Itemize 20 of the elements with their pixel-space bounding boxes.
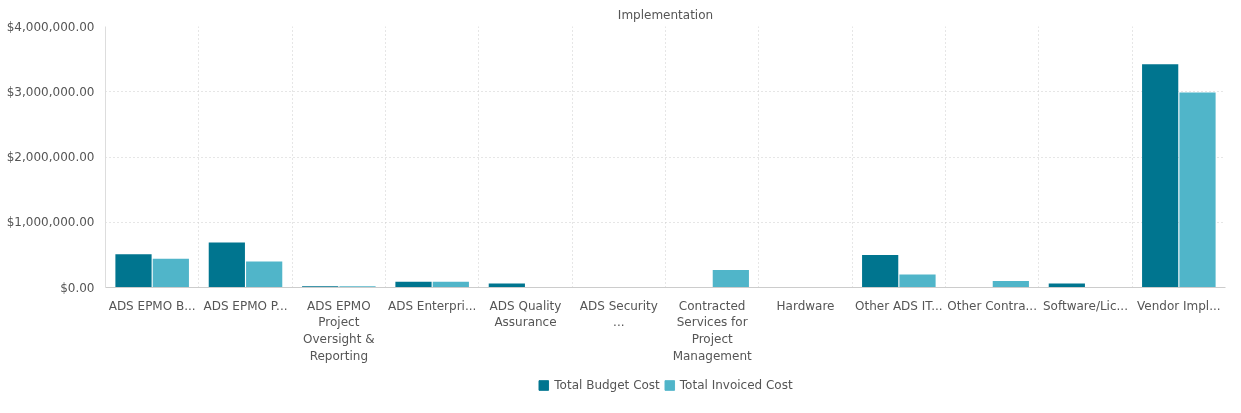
legend-label: Total Budget Cost xyxy=(554,378,660,392)
x-tick-label: Hardware xyxy=(776,298,835,313)
x-tick-label: Other Contra... xyxy=(947,298,1037,313)
y-tick-label: $3,000,000.00 xyxy=(6,84,95,99)
x-tick-label: ADS EPMO Project Oversight & Reporting xyxy=(303,298,375,363)
y-tick-label: $1,000,000.00 xyxy=(6,215,95,230)
legend-label: Total Invoiced Cost xyxy=(679,378,793,392)
x-tick-label: Software/Lic... xyxy=(1043,298,1129,313)
x-tick-label: Vendor Impl... xyxy=(1137,298,1221,313)
x-tick-label: ADS Enterpri... xyxy=(387,298,477,313)
x-tick-label: ADS EPMO P... xyxy=(203,298,288,313)
y-tick-label: $4,000,000.00 xyxy=(6,19,95,34)
y-tick-label: $2,000,000.00 xyxy=(6,150,95,164)
x-tick-label: Contracted Services for Project Management xyxy=(672,298,752,363)
y-tick-label: $0.00 xyxy=(60,280,95,295)
x-tick-label: ADS Security ... xyxy=(579,298,658,330)
x-tick-label: ADS EPMO B... xyxy=(108,298,196,313)
x-tick-label: Other ADS IT... xyxy=(855,298,943,313)
x-tick-label: ADS Quality Assurance xyxy=(489,298,562,330)
chart-title: Implementation xyxy=(617,7,714,22)
